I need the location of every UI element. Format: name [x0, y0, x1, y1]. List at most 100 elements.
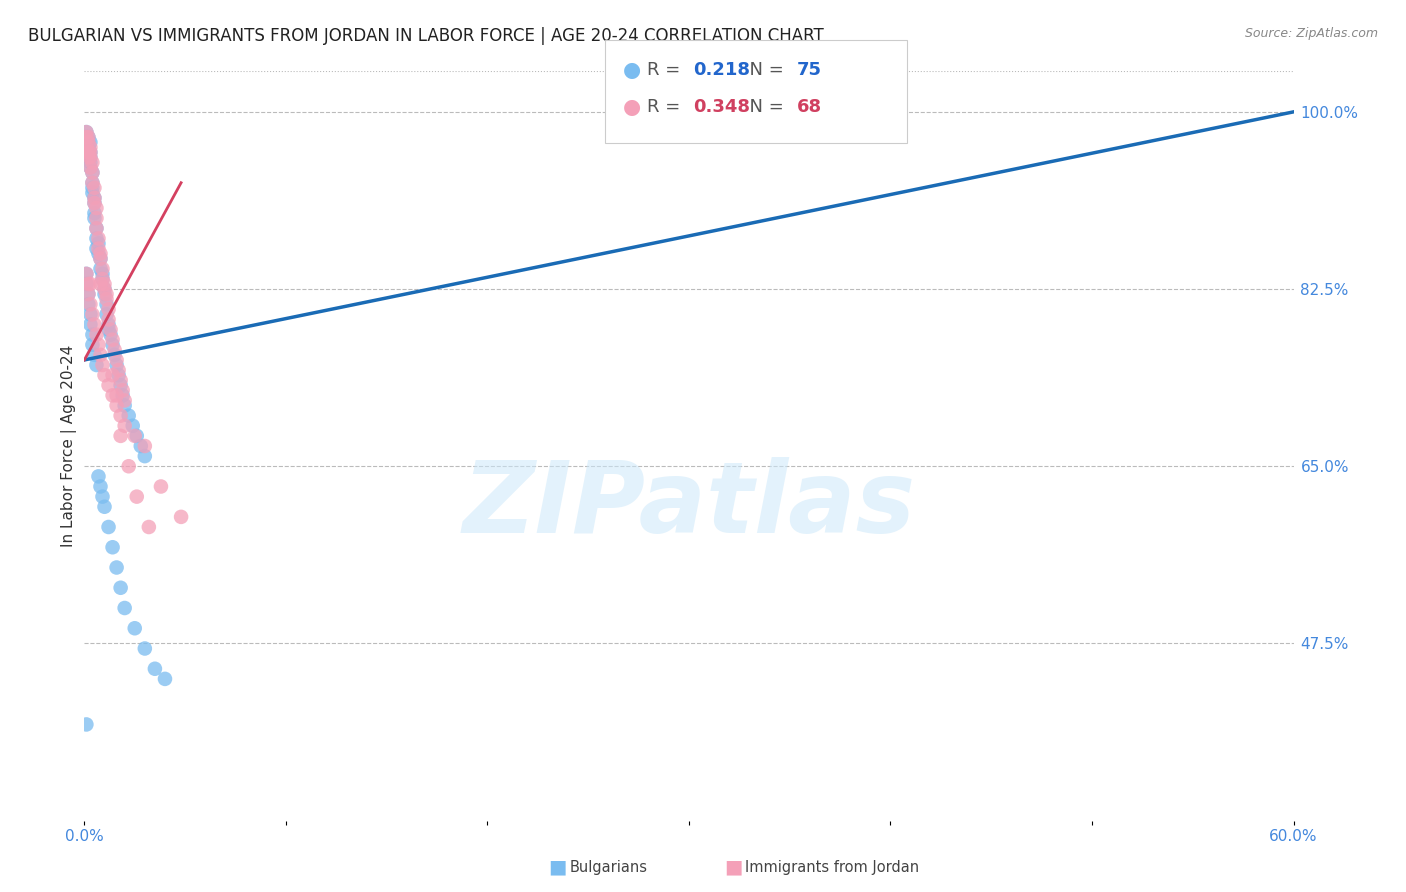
Point: [100, 327, 122, 342]
Point: [93, 277, 115, 291]
Point: [89, 261, 111, 276]
Point: [97, 520, 120, 534]
Point: [124, 621, 146, 635]
Point: [77, 135, 100, 149]
Point: [114, 418, 136, 433]
Point: [105, 560, 128, 574]
Point: [134, 439, 156, 453]
Point: [82, 307, 104, 321]
Text: ZIPatlas: ZIPatlas: [463, 458, 915, 555]
Point: [97, 322, 120, 336]
Text: Source: ZipAtlas.com: Source: ZipAtlas.com: [1244, 27, 1378, 40]
Point: [87, 236, 110, 251]
Point: [91, 267, 114, 281]
Point: [110, 373, 132, 387]
Point: [97, 318, 120, 332]
Point: [87, 469, 110, 483]
Point: [79, 150, 101, 164]
Y-axis label: In Labor Force | Age 20-24: In Labor Force | Age 20-24: [62, 345, 77, 547]
Point: [91, 261, 114, 276]
Point: [96, 307, 118, 321]
Point: [86, 211, 108, 226]
Point: [105, 399, 128, 413]
Point: [79, 297, 101, 311]
Point: [91, 272, 114, 286]
Point: [83, 181, 105, 195]
Text: Bulgarians: Bulgarians: [569, 860, 647, 874]
Point: [101, 541, 124, 555]
Point: [75, 140, 97, 154]
Text: N =: N =: [738, 61, 790, 78]
Point: [89, 479, 111, 493]
Point: [114, 601, 136, 615]
Point: [105, 388, 128, 402]
Point: [110, 409, 132, 423]
Point: [93, 282, 115, 296]
Point: [129, 439, 152, 453]
Point: [170, 509, 193, 524]
Point: [134, 641, 156, 656]
Text: R =: R =: [647, 98, 686, 116]
Point: [91, 490, 114, 504]
Point: [87, 337, 110, 351]
Point: [105, 358, 128, 372]
Point: [79, 277, 101, 291]
Point: [77, 145, 100, 160]
Point: [82, 176, 104, 190]
Point: [86, 327, 108, 342]
Point: [125, 490, 148, 504]
Text: 0.348: 0.348: [693, 98, 751, 116]
Point: [77, 287, 100, 301]
Point: [111, 388, 134, 402]
Point: [86, 242, 108, 256]
Point: [118, 409, 141, 423]
Point: [86, 221, 108, 235]
Point: [83, 318, 105, 332]
Point: [107, 368, 129, 383]
Point: [89, 277, 111, 291]
Point: [89, 246, 111, 260]
Text: 0.218: 0.218: [693, 61, 751, 78]
Point: [75, 125, 97, 139]
Point: [79, 140, 101, 154]
Point: [82, 181, 104, 195]
Point: [83, 191, 105, 205]
Point: [77, 130, 100, 145]
Point: [82, 155, 104, 169]
Point: [75, 140, 97, 154]
Point: [718, 104, 741, 119]
Point: [79, 318, 101, 332]
Point: [110, 378, 132, 392]
Point: [82, 186, 104, 200]
Point: [77, 140, 100, 154]
Point: [124, 429, 146, 443]
Point: [93, 368, 115, 383]
Point: [143, 662, 166, 676]
Point: [77, 297, 100, 311]
Point: [110, 581, 132, 595]
Point: [97, 312, 120, 326]
Text: ●: ●: [623, 97, 641, 117]
Point: [118, 459, 141, 474]
Point: [79, 145, 101, 160]
Point: [77, 145, 100, 160]
Point: [82, 176, 104, 190]
Point: [93, 282, 115, 296]
Point: [75, 267, 97, 281]
Point: [111, 384, 134, 398]
Point: [83, 211, 105, 226]
Point: [91, 272, 114, 286]
Point: [79, 161, 101, 175]
Text: R =: R =: [647, 61, 686, 78]
Point: [86, 231, 108, 245]
Point: [79, 150, 101, 164]
Point: [83, 196, 105, 211]
Point: [107, 363, 129, 377]
Point: [110, 429, 132, 443]
Point: [86, 201, 108, 215]
Point: [134, 449, 156, 463]
Point: [87, 231, 110, 245]
Point: [75, 130, 97, 145]
Point: [153, 672, 176, 686]
Point: [93, 287, 115, 301]
